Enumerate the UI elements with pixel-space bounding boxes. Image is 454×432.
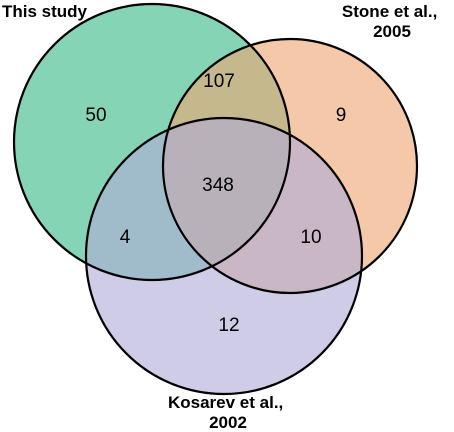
count-this-study-stone: 107 — [203, 71, 235, 92]
count-this-study-kosarev: 4 — [120, 227, 131, 248]
count-all-three: 348 — [202, 175, 234, 196]
set-fills — [14, 4, 417, 394]
count-this-study-only: 50 — [85, 105, 106, 126]
set-outlines — [12, 2, 419, 396]
label-this-study: This study — [2, 2, 88, 21]
count-stone-kosarev: 10 — [300, 227, 321, 248]
count-kosarev-only: 12 — [218, 315, 239, 336]
label-kosarev-2002: Kosarev et al., 2002 — [168, 393, 288, 432]
outline-this-study — [12, 2, 292, 282]
count-stone-only: 9 — [336, 105, 347, 126]
outline-kosarev-2002 — [84, 116, 364, 396]
label-stone-2005: Stone et al., 2005 — [342, 2, 442, 41]
outline-stone-2005 — [161, 37, 419, 295]
set-circle-kosarev-2002 — [86, 118, 362, 394]
